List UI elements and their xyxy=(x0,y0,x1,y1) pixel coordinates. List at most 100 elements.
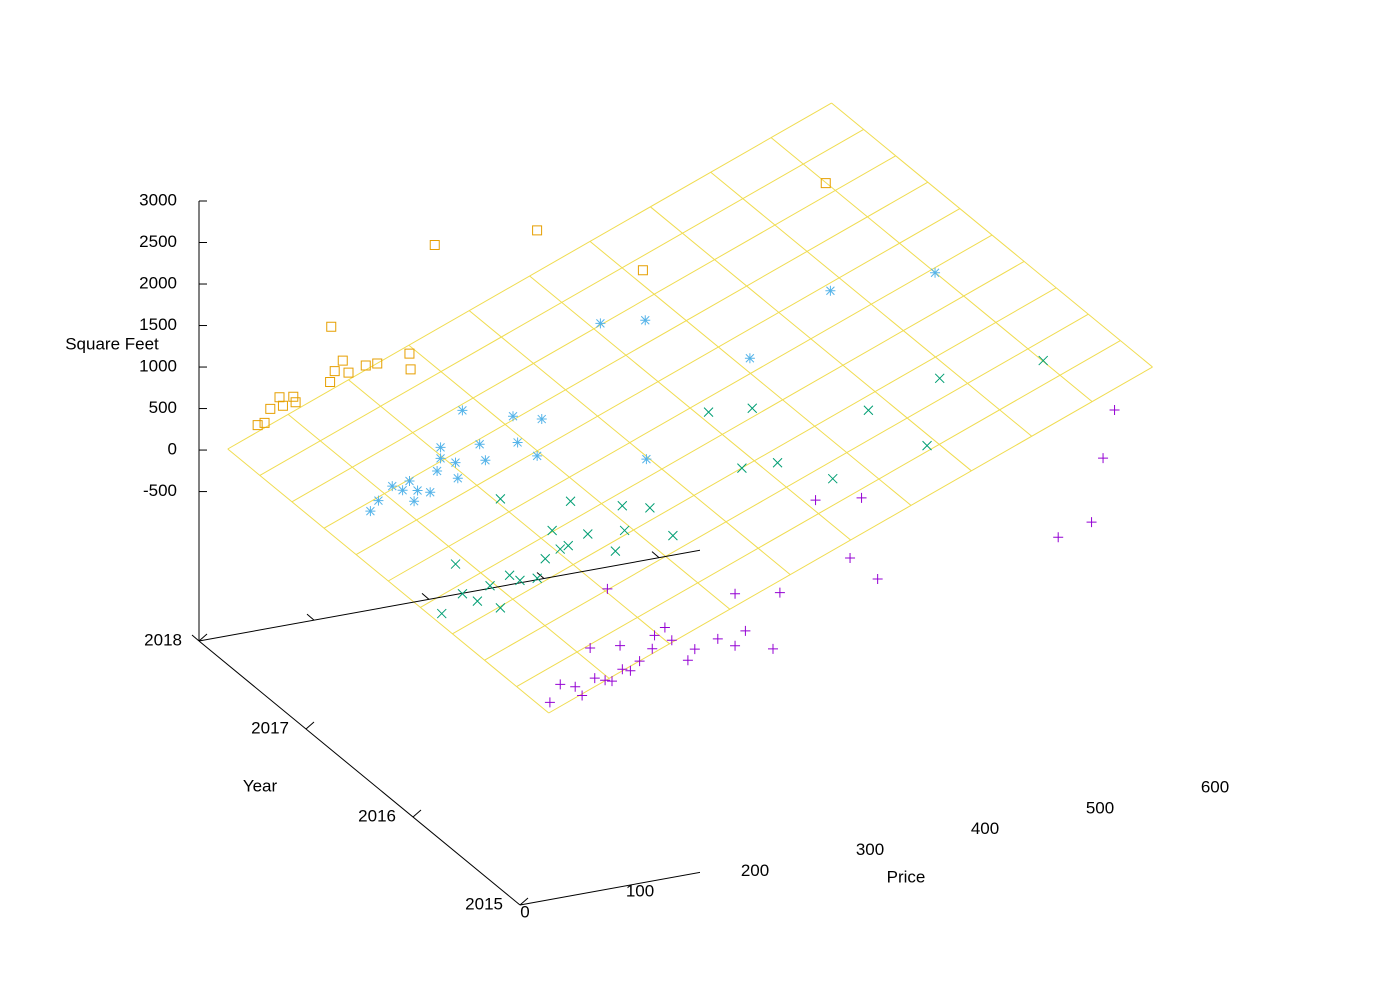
point xyxy=(265,403,276,414)
surface-line xyxy=(323,181,929,529)
point xyxy=(589,673,600,684)
point xyxy=(425,487,436,498)
point xyxy=(1038,355,1049,366)
x-axis-front xyxy=(519,871,700,906)
point xyxy=(582,529,593,539)
point xyxy=(450,457,461,468)
point xyxy=(768,643,778,654)
point xyxy=(666,635,677,646)
point xyxy=(712,633,723,644)
z-tick-label: 1500 xyxy=(139,315,177,334)
z-tick-label: 2500 xyxy=(139,232,177,251)
point xyxy=(329,366,340,377)
point xyxy=(512,437,523,448)
y-tick-label: 2017 xyxy=(251,718,289,737)
point xyxy=(647,643,658,654)
point xyxy=(288,391,299,402)
point xyxy=(668,530,678,541)
point xyxy=(504,570,515,581)
point xyxy=(827,473,838,484)
point xyxy=(934,373,945,384)
point xyxy=(397,485,408,496)
point xyxy=(922,440,932,451)
points xyxy=(252,178,1120,708)
surface-line xyxy=(388,234,993,582)
point xyxy=(585,643,596,654)
point xyxy=(365,506,376,517)
y-tick-label: 2015 xyxy=(465,894,503,913)
point xyxy=(325,376,336,387)
point xyxy=(610,546,621,556)
x-tick xyxy=(651,551,660,559)
point xyxy=(730,640,741,651)
point xyxy=(387,481,398,492)
x-tick xyxy=(191,634,200,642)
point xyxy=(649,630,660,641)
point xyxy=(863,405,874,416)
point xyxy=(337,355,348,366)
y-tick xyxy=(305,721,315,730)
surface-line xyxy=(355,208,961,556)
point xyxy=(640,315,651,326)
point xyxy=(619,525,630,536)
point xyxy=(555,679,566,690)
point xyxy=(480,455,491,466)
point xyxy=(1109,405,1120,416)
point xyxy=(703,407,714,417)
point xyxy=(495,603,506,613)
point xyxy=(540,553,551,564)
point xyxy=(555,544,566,554)
x-tick-label: 0 xyxy=(520,902,529,921)
z-axis-title: Square Feet xyxy=(65,334,159,353)
x-tick-label: 500 xyxy=(1086,798,1114,817)
surface-line xyxy=(227,102,832,450)
point xyxy=(617,500,628,511)
y-tick xyxy=(198,633,208,642)
point xyxy=(326,321,337,332)
point xyxy=(740,625,751,636)
point xyxy=(689,644,700,655)
surface-line xyxy=(650,206,972,472)
point xyxy=(615,640,626,651)
point xyxy=(429,239,440,250)
point xyxy=(405,364,416,375)
x-tick-label: 400 xyxy=(971,819,999,838)
point xyxy=(747,403,758,414)
surface-line xyxy=(710,171,1033,437)
point xyxy=(536,414,547,425)
point xyxy=(450,559,461,569)
point xyxy=(577,690,588,701)
z-tick-label: 500 xyxy=(149,398,177,417)
point xyxy=(607,676,617,687)
point xyxy=(259,417,270,428)
point xyxy=(856,492,867,503)
point xyxy=(772,457,783,468)
point xyxy=(547,525,558,536)
point xyxy=(845,552,856,563)
point xyxy=(343,367,354,378)
surface-grid xyxy=(227,102,1153,714)
point xyxy=(595,318,606,329)
axes: 0 100 200 300 400 500 600 2015 2016 2017 2018 -500 0… xyxy=(139,190,1229,921)
z-tick-label: 3000 xyxy=(139,190,177,209)
point xyxy=(372,358,383,369)
x-tick-label: 100 xyxy=(626,882,654,901)
point xyxy=(274,392,285,403)
point xyxy=(737,463,747,473)
z-tick-label: -500 xyxy=(143,481,177,500)
y-tick-label: 2016 xyxy=(358,806,396,825)
point xyxy=(1098,453,1109,464)
surface-line xyxy=(589,241,912,506)
point xyxy=(810,495,821,506)
point xyxy=(472,596,483,606)
point xyxy=(645,502,655,513)
point xyxy=(659,622,670,633)
z-tick-label: 0 xyxy=(168,440,177,459)
point xyxy=(532,450,543,461)
x-tick-label: 300 xyxy=(856,840,884,859)
point xyxy=(930,267,941,278)
point xyxy=(290,397,301,408)
point xyxy=(532,225,543,236)
point xyxy=(774,587,785,598)
